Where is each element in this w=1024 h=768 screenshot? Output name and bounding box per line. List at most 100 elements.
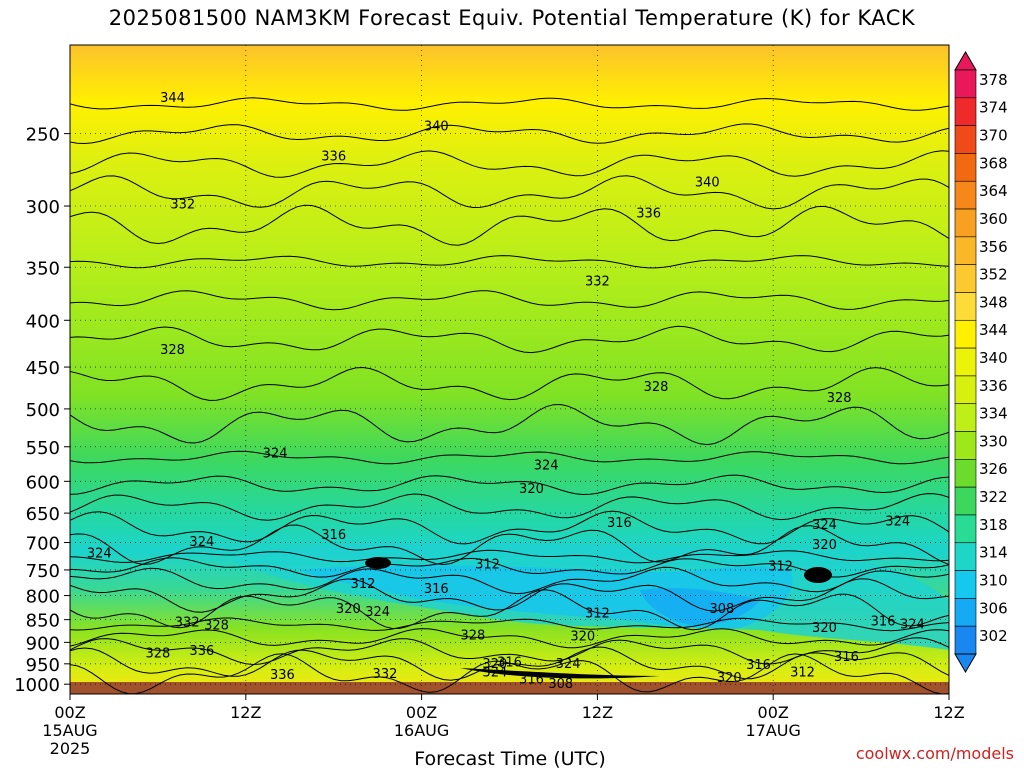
- contour-label: 340: [424, 120, 449, 135]
- contour-label: 320: [519, 482, 544, 497]
- surface-ground-band: [70, 682, 949, 694]
- contour-line: [70, 175, 949, 210]
- colorbar-swatch: [954, 97, 977, 126]
- contour-label: 324: [556, 657, 581, 672]
- colorbar-label: 370: [979, 127, 1008, 145]
- y-tick-label: 900: [26, 633, 60, 654]
- chart-title: 2025081500 NAM3KM Forecast Equiv. Potent…: [108, 6, 916, 30]
- contour-label: 316: [519, 673, 544, 688]
- contour-label: 324: [534, 458, 559, 473]
- contour-line: [70, 290, 949, 311]
- contour-label: 340: [695, 175, 720, 190]
- contour-label: 324: [885, 514, 910, 529]
- colorbar-swatch: [954, 403, 977, 432]
- y-tick-label: 250: [26, 125, 60, 146]
- contour-label: 320: [336, 602, 361, 617]
- minimum-theta-e-core-deep: [640, 588, 760, 626]
- colorbar-label: 302: [979, 627, 1008, 645]
- colorbar-label: 336: [979, 377, 1008, 395]
- contour-label: 332: [585, 275, 610, 290]
- contour-label: 316: [321, 528, 346, 543]
- contour-label: 316: [497, 655, 522, 670]
- source-credit: coolwx.com/models: [855, 744, 1014, 763]
- contour-label: 336: [321, 149, 346, 164]
- colorbar-label: 322: [979, 488, 1008, 506]
- contour-label: 324: [900, 617, 925, 632]
- contour-label: 332: [170, 197, 195, 212]
- contour-label: 320: [812, 538, 837, 553]
- colorbar-label: 306: [979, 599, 1008, 617]
- contour-line: [70, 255, 949, 269]
- contour-label: 312: [585, 607, 610, 622]
- colorbar-swatch: [954, 598, 977, 627]
- contour-line: [70, 617, 949, 632]
- contour-label: 324: [482, 665, 507, 680]
- contour-label: 328: [644, 380, 669, 395]
- colorbar-label: 374: [979, 99, 1008, 117]
- colorbar-swatch: [954, 431, 977, 460]
- colorbar-label: 330: [979, 432, 1008, 450]
- contour-line: [70, 450, 949, 465]
- contour-label: 316: [424, 582, 449, 597]
- x-tick-label: 00Z: [406, 703, 437, 722]
- contour-label: 308: [548, 677, 573, 692]
- y-tick-label: 800: [26, 587, 60, 608]
- colorbar-label: 340: [979, 349, 1008, 367]
- colorbar-swatch: [954, 486, 977, 516]
- contour-label: 324: [87, 547, 112, 562]
- contour-label: 308: [710, 602, 735, 617]
- contour-line: [70, 366, 949, 401]
- contour-line: [70, 97, 949, 111]
- contour-line: [70, 653, 949, 694]
- contour-label: 328: [204, 618, 229, 633]
- contour-label: 312: [790, 666, 815, 681]
- y-tick-label: 550: [26, 438, 60, 459]
- colorbar-swatch: [954, 69, 977, 99]
- contour-label: 328: [460, 628, 485, 643]
- colorbar-swatch: [954, 347, 977, 377]
- contour-line: [70, 566, 949, 595]
- colorbar-swatch: [954, 180, 977, 210]
- contour-line: [70, 204, 949, 246]
- contour-line: [70, 524, 949, 566]
- y-tick-label: 500: [26, 400, 60, 421]
- colorbar-swatch: [954, 459, 977, 488]
- contour-label: 316: [834, 650, 859, 665]
- contour-line: [70, 557, 949, 578]
- y-tick-label: 650: [26, 504, 60, 525]
- contour-label: 344: [160, 91, 185, 106]
- contour-line: [70, 628, 949, 649]
- x-tick-sublabel: 15AUG: [42, 721, 97, 740]
- contour-label: 320: [717, 671, 742, 686]
- y-tick-label: 300: [26, 197, 60, 218]
- y-tick-label: 950: [26, 655, 60, 676]
- contour-label: 328: [827, 391, 852, 406]
- y-tick-label: 400: [26, 311, 60, 332]
- y-tick-label: 600: [26, 472, 60, 493]
- y-tick-label: 850: [26, 611, 60, 632]
- colorbar-label: 364: [979, 182, 1008, 200]
- colorbar-swatch: [954, 208, 977, 238]
- colorbar-label: 352: [979, 266, 1008, 284]
- contour-line: [70, 474, 949, 496]
- contour-label: 328: [145, 646, 170, 661]
- contour-label: 332: [175, 616, 200, 631]
- x-tick-sublabel: 17AUG: [745, 721, 800, 740]
- contour-label: 332: [373, 667, 398, 682]
- contour-label: 324: [365, 605, 390, 620]
- x-tick-label: 12Z: [933, 703, 964, 722]
- contour-label: 312: [351, 577, 376, 592]
- contour-label: 320: [482, 657, 507, 672]
- colorbar-label: 344: [979, 321, 1008, 339]
- contour-label: 324: [189, 535, 214, 550]
- contour-label: 324: [263, 446, 288, 461]
- colorbar-label: 360: [979, 210, 1008, 228]
- colorbar-label: 356: [979, 238, 1008, 256]
- colorbar-label: 318: [979, 516, 1008, 534]
- contour-label: 336: [270, 668, 295, 683]
- colorbar-arrow-bottom: [954, 653, 977, 673]
- dark-contour-cluster: [460, 668, 660, 679]
- contour-line: [70, 150, 949, 178]
- colorbar-swatch: [954, 625, 977, 655]
- colorbar-swatch: [954, 264, 977, 293]
